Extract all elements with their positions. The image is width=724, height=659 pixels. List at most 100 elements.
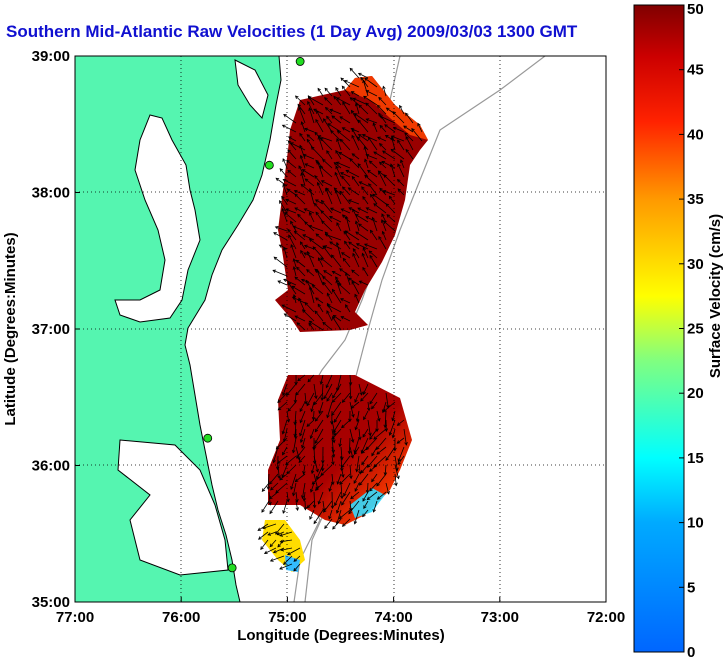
velocity-arrow-head — [354, 488, 358, 492]
velocity-arrow — [390, 163, 396, 178]
velocity-arrow — [326, 310, 333, 322]
velocity-arrow-head — [306, 423, 311, 427]
velocity-arrow-head — [310, 488, 314, 493]
velocity-arrow — [311, 473, 324, 485]
velocity-arrow — [394, 473, 397, 486]
velocity-arrow-head — [279, 476, 283, 481]
velocity-arrow-head — [355, 231, 359, 235]
velocity-arrow — [285, 199, 297, 205]
velocity-arrow-head — [405, 135, 409, 140]
velocity-arrow-head — [357, 119, 362, 124]
velocity-arrow-head — [382, 85, 386, 90]
velocity-arrow — [295, 491, 298, 502]
velocity-arrow-head — [365, 118, 370, 122]
velocity-arrow-head — [358, 482, 363, 486]
velocity-arrow-head — [385, 107, 390, 111]
velocity-arrow-head — [354, 102, 359, 107]
velocity-arrow — [364, 77, 378, 88]
velocity-arrow-head — [315, 468, 319, 473]
velocity-arrow-head — [288, 234, 292, 239]
velocity-arrow-head — [348, 382, 353, 386]
velocity-arrow-head — [279, 533, 284, 537]
velocity-arrow-head — [323, 270, 327, 274]
velocity-arrow — [323, 383, 333, 399]
velocity-arrow — [318, 135, 333, 142]
velocity-arrow — [363, 500, 369, 509]
velocity-arrow-head — [299, 419, 303, 424]
velocity-arrow — [309, 212, 315, 223]
velocity-arrow — [316, 464, 324, 480]
velocity-arrow — [306, 134, 315, 142]
velocity-arrows — [257, 67, 423, 572]
velocity-arrow — [358, 464, 361, 474]
velocity-arrow-head — [378, 143, 383, 147]
velocity-arrow-head — [364, 158, 368, 163]
velocity-arrow-head — [391, 417, 395, 422]
velocity-arrow-head — [282, 158, 286, 162]
velocity-arrow — [341, 85, 351, 97]
velocity-arrow — [324, 518, 333, 529]
velocity-arrow — [282, 383, 288, 396]
velocity-arrow-head — [336, 138, 340, 142]
velocity-arrow — [344, 80, 360, 88]
velocity-arrow — [294, 190, 306, 196]
velocity-arrow — [272, 269, 288, 277]
velocity-arrow-head — [320, 467, 325, 472]
velocity-arrow-head — [394, 482, 398, 487]
velocity-arrow-head — [344, 230, 349, 234]
velocity-arrow-head — [293, 230, 298, 235]
velocity-arrow — [297, 104, 306, 115]
velocity-arrow — [293, 226, 306, 232]
velocity-arrow-head — [275, 177, 280, 182]
velocity-arrow — [304, 178, 315, 187]
velocity-arrow-head — [293, 558, 298, 562]
velocity-arrow — [369, 428, 378, 440]
velocity-arrow — [381, 213, 387, 223]
velocity-arrow — [341, 208, 351, 214]
velocity-arrow — [308, 96, 324, 106]
velocity-arrow — [334, 491, 342, 506]
velocity-arrow-head — [376, 482, 380, 487]
velocity-arrow-head — [287, 551, 291, 556]
velocity-arrow — [382, 150, 396, 160]
velocity-arrow — [309, 320, 324, 331]
velocity-arrow — [329, 109, 342, 115]
velocity-arrow — [392, 111, 405, 124]
velocity-arrow — [328, 509, 333, 519]
velocity-arrow-head — [354, 426, 358, 431]
velocity-arrow-head — [300, 172, 304, 176]
velocity-arrow — [329, 241, 342, 250]
velocity-arrow — [298, 455, 306, 463]
velocity-arrow-head — [261, 488, 266, 492]
velocity-arrow-head — [308, 224, 312, 229]
velocity-arrow — [335, 150, 342, 160]
velocity-arrow-head — [388, 432, 393, 436]
velocity-arrow — [302, 169, 315, 178]
velocity-arrow — [348, 500, 360, 514]
velocity-arrow-head — [303, 506, 308, 511]
velocity-arrow — [394, 455, 398, 471]
velocity-arrow-head — [260, 546, 264, 550]
velocity-arrow — [373, 500, 378, 513]
velocity-arrow-head — [371, 478, 375, 483]
velocity-arrow-head — [362, 497, 366, 502]
velocity-arrow-head — [312, 504, 317, 509]
velocity-arrow-head — [303, 252, 308, 256]
velocity-arrow — [261, 482, 270, 492]
velocity-arrow-head — [302, 153, 307, 158]
velocity-arrow-head — [347, 450, 352, 455]
velocity-arrow-head — [322, 281, 326, 286]
velocity-arrow-head — [373, 151, 377, 155]
velocity-arrow — [325, 374, 333, 388]
velocity-arrow — [358, 428, 361, 440]
velocity-arrow-head — [292, 225, 297, 229]
velocity-arrow — [326, 392, 333, 402]
velocity-arrow — [368, 183, 378, 196]
velocity-arrow-head — [276, 532, 281, 536]
velocity-arrow-head — [343, 492, 347, 497]
velocity-arrow-head — [317, 135, 322, 140]
velocity-arrow — [318, 491, 324, 505]
velocity-arrow-head — [281, 195, 285, 200]
velocity-arrow-head — [326, 115, 330, 120]
velocity-arrow-head — [296, 266, 300, 271]
